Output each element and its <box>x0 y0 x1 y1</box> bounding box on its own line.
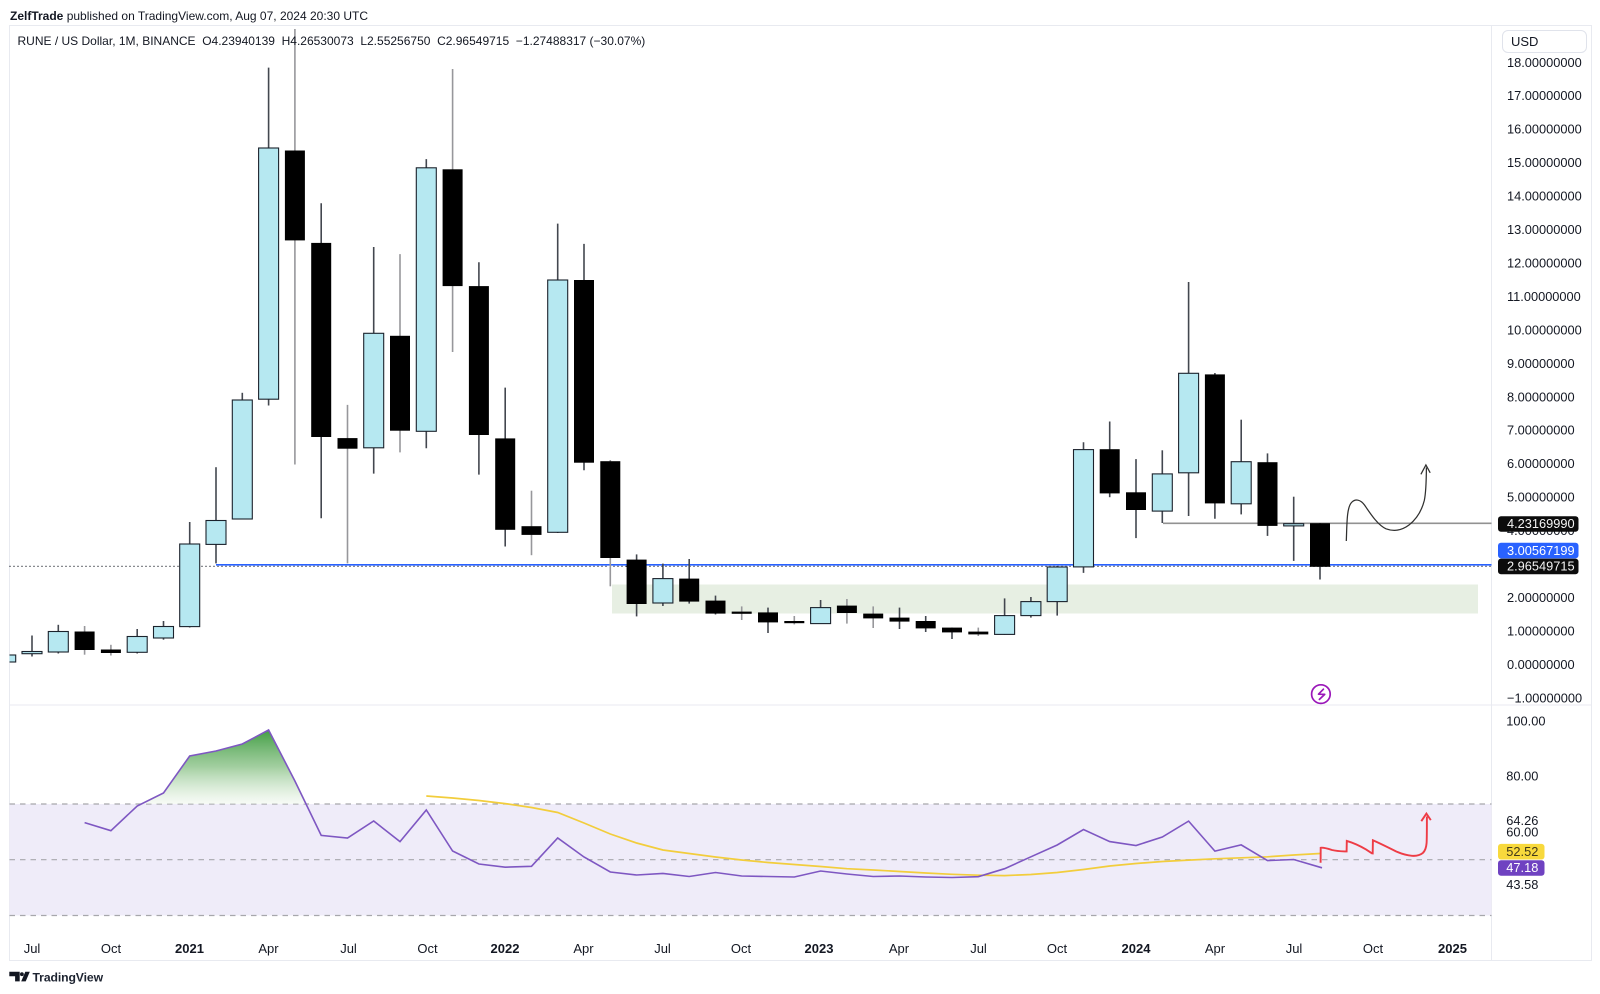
svg-text:17.00000000: 17.00000000 <box>1507 88 1582 103</box>
svg-text:Apr: Apr <box>258 941 279 956</box>
svg-text:Apr: Apr <box>573 941 594 956</box>
svg-text:6.00000000: 6.00000000 <box>1507 456 1575 471</box>
svg-text:Apr: Apr <box>1205 941 1226 956</box>
svg-text:2.00000000: 2.00000000 <box>1507 590 1575 605</box>
svg-text:Oct: Oct <box>1047 941 1068 956</box>
svg-text:4.23169990: 4.23169990 <box>1507 516 1575 531</box>
svg-text:10.00000000: 10.00000000 <box>1507 322 1582 337</box>
svg-text:Jul: Jul <box>970 941 987 956</box>
svg-text:12.00000000: 12.00000000 <box>1507 255 1582 270</box>
svg-text:0.00000000: 0.00000000 <box>1507 657 1575 672</box>
svg-text:9.00000000: 9.00000000 <box>1507 356 1575 371</box>
svg-text:Apr: Apr <box>889 941 910 956</box>
svg-text:Oct: Oct <box>101 941 122 956</box>
svg-text:2025: 2025 <box>1438 941 1467 956</box>
svg-text:2021: 2021 <box>175 941 204 956</box>
svg-text:Oct: Oct <box>731 941 752 956</box>
svg-text:Oct: Oct <box>1363 941 1384 956</box>
svg-text:3.00567199: 3.00567199 <box>1507 543 1575 558</box>
svg-text:2023: 2023 <box>805 941 834 956</box>
svg-text:5.00000000: 5.00000000 <box>1507 490 1575 505</box>
svg-text:2.96549715: 2.96549715 <box>1507 559 1575 574</box>
svg-text:2022: 2022 <box>491 941 520 956</box>
svg-text:Jul: Jul <box>24 941 41 956</box>
svg-text:Oct: Oct <box>417 941 438 956</box>
svg-text:Jul: Jul <box>340 941 357 956</box>
svg-text:7.00000000: 7.00000000 <box>1507 423 1575 438</box>
svg-text:16.00000000: 16.00000000 <box>1507 122 1582 137</box>
svg-text:47.18: 47.18 <box>1506 860 1538 875</box>
svg-text:2024: 2024 <box>1122 941 1152 956</box>
svg-text:Jul: Jul <box>654 941 671 956</box>
svg-text:52.52: 52.52 <box>1506 844 1538 859</box>
svg-text:8.00000000: 8.00000000 <box>1507 389 1575 404</box>
svg-text:18.00000000: 18.00000000 <box>1507 55 1582 70</box>
svg-text:Jul: Jul <box>1286 941 1303 956</box>
svg-text:64.26: 64.26 <box>1506 813 1538 828</box>
svg-text:15.00000000: 15.00000000 <box>1507 155 1582 170</box>
svg-text:−1.00000000: −1.00000000 <box>1507 690 1582 705</box>
svg-text:1.00000000: 1.00000000 <box>1507 623 1575 638</box>
svg-text:43.58: 43.58 <box>1506 877 1538 892</box>
svg-text:100.00: 100.00 <box>1506 714 1545 729</box>
svg-text:14.00000000: 14.00000000 <box>1507 189 1582 204</box>
svg-text:80.00: 80.00 <box>1506 769 1538 784</box>
svg-text:60.00: 60.00 <box>1506 824 1538 839</box>
svg-text:TradingView: TradingView <box>33 971 104 985</box>
svg-text:13.00000000: 13.00000000 <box>1507 222 1582 237</box>
svg-text:11.00000000: 11.00000000 <box>1507 289 1581 304</box>
